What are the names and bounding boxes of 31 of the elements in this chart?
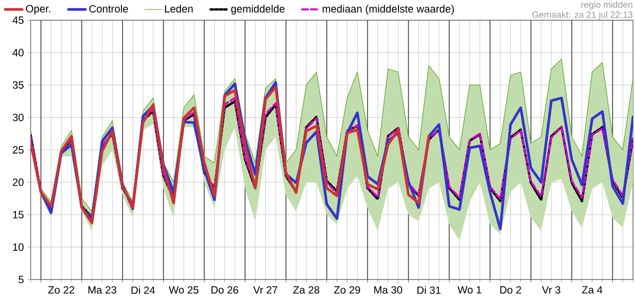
x-tick-label: Vr 3 (542, 286, 560, 294)
line-series (30, 86, 430, 224)
text: Gemaakt: za 21 jul 22:13 (532, 11, 632, 20)
x-tick-label: Di 31 (417, 286, 441, 294)
y-tick-label: 10 (13, 243, 24, 251)
legend-label: Controle (89, 4, 128, 13)
x-tick-label: Ma 23 (88, 286, 116, 294)
text: regio midden (581, 1, 632, 10)
x-tick-label: Zo 22 (48, 286, 74, 294)
x-tick-label: Ma 30 (374, 286, 402, 294)
y-tick-label: 30 (12, 114, 24, 122)
y-tick-label: 35 (12, 81, 24, 89)
y-tick-label: 45 (12, 16, 24, 24)
y-tick-label: 15 (13, 211, 24, 218)
x-tick-label: Do 26 (212, 286, 238, 294)
legend-label: gemiddelde (231, 4, 285, 15)
x-tick-label: Do 2 (500, 286, 522, 294)
y-tick-label: 5 (18, 276, 24, 284)
x-tick-label: Vr 27 (253, 286, 278, 294)
legend-label: Leden (165, 4, 193, 13)
y-tick-label: 40 (12, 48, 24, 56)
x-tick-label: Za 4 (582, 286, 602, 294)
x-tick-label: Zo 29 (334, 286, 360, 294)
x-tick-label: Za 28 (293, 286, 320, 294)
y-tick-label: 25 (12, 146, 24, 154)
x-tick-label: Wo 1 (458, 286, 482, 294)
legend-label: Oper. (26, 4, 50, 14)
y-tick-label: 20 (12, 178, 24, 186)
legend-label: mediaan (middelste waarde) (322, 4, 454, 15)
x-tick-label: Di 24 (132, 286, 155, 294)
x-tick-label: Wo 25 (168, 286, 198, 294)
